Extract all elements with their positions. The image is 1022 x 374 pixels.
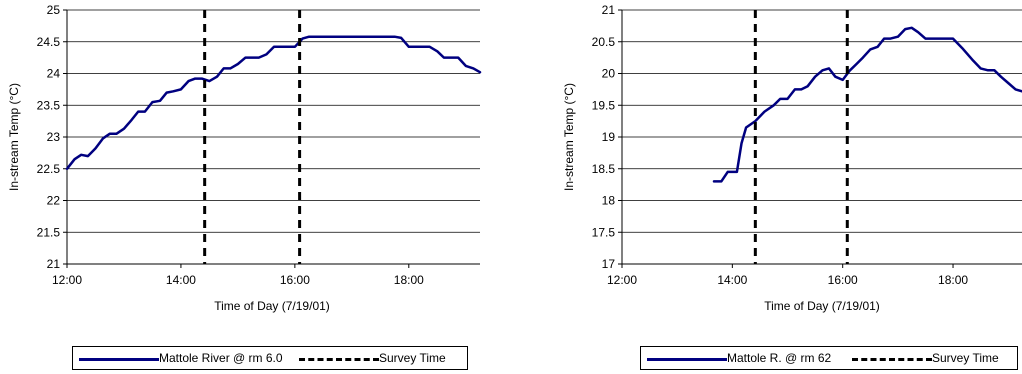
- y-tick-label: 19: [602, 130, 616, 144]
- legend: Mattole R. @ rm 62 Survey Time: [640, 346, 1018, 370]
- legend-swatch: [647, 358, 727, 361]
- legend-swatch: [299, 358, 379, 361]
- y-tick-label: 19.5: [592, 98, 616, 112]
- y-tick-label: 20.5: [592, 35, 616, 49]
- y-tick-label: 21: [47, 257, 61, 271]
- legend-swatch: [79, 358, 159, 361]
- chart-1: 21 21.5 22 22.5 23 23.5 24 24.5 25 12:00 14:00 16:0…: [7, 3, 482, 313]
- series-line: [712, 26, 1022, 183]
- y-tick-label: 20: [602, 67, 616, 81]
- y-axis-label: In-stream Temp (°C): [7, 83, 21, 191]
- x-tick-label: 16:00: [828, 273, 858, 287]
- y-tick-label: 18: [602, 194, 616, 208]
- legend-label: Mattole R. @ rm 62: [727, 351, 832, 365]
- y-tick-label: 21: [602, 3, 616, 17]
- x-tick-label: 14:00: [166, 273, 196, 287]
- legend-label: Survey Time: [932, 351, 999, 365]
- y-tick-label: 24.5: [37, 35, 61, 49]
- x-tick-label: 12:00: [607, 273, 637, 287]
- y-tick-label: 25: [47, 3, 61, 17]
- series-line: [65, 35, 482, 171]
- x-tick-label: 18:00: [938, 273, 968, 287]
- chart-2: 17 17.5 18 18.5 19 19.5 20 20.5 21 12:00 14:00 16:0…: [562, 3, 1022, 313]
- y-tick-label: 23: [47, 130, 61, 144]
- x-axis-label: Time of Day (7/19/01): [214, 299, 330, 313]
- x-tick-label: 16:00: [280, 273, 310, 287]
- x-axis-label: Time of Day (7/19/01): [764, 299, 880, 313]
- y-tick-label: 21.5: [37, 225, 61, 239]
- legend-swatch: [852, 358, 932, 361]
- x-tick-label: 12:00: [52, 273, 82, 287]
- y-tick-label: 23.5: [37, 98, 61, 112]
- y-tick-label: 17.5: [592, 225, 616, 239]
- legend: Mattole River @ rm 6.0 Survey Time: [72, 346, 468, 370]
- x-tick-label: 18:00: [394, 273, 424, 287]
- y-tick-label: 22.5: [37, 162, 61, 176]
- legend-label: Mattole River @ rm 6.0: [159, 351, 283, 365]
- y-tick-label: 17: [602, 257, 616, 271]
- y-tick-label: 22: [47, 194, 61, 208]
- y-tick-label: 18.5: [592, 162, 616, 176]
- x-tick-label: 14:00: [717, 273, 747, 287]
- legend-label: Survey Time: [379, 351, 446, 365]
- y-tick-label: 24: [47, 67, 61, 81]
- y-axis-label: In-stream Temp (°C): [562, 83, 576, 191]
